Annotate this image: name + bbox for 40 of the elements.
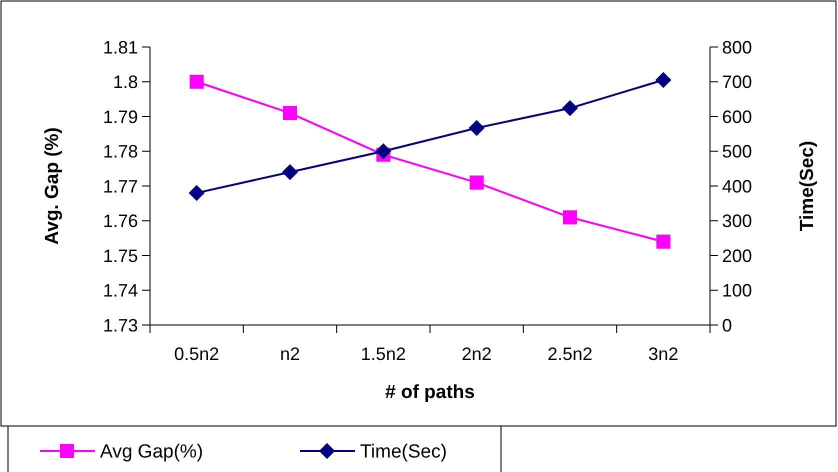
y2-tick-label: 400: [722, 176, 752, 196]
point: [282, 164, 298, 180]
y2-tick-label: 200: [722, 246, 752, 266]
y2-tick-label: 800: [722, 37, 752, 58]
y2-tick-label: 0: [722, 315, 732, 336]
x-tick-label: n2: [280, 344, 300, 364]
x-tick-label: 2n2: [462, 344, 492, 364]
x-tick-label: 0.5n2: [174, 344, 220, 364]
x-tick-label: 1.5n2: [360, 344, 406, 364]
y2-tick-label: 600: [722, 106, 752, 127]
y-tick-label: 1.78: [102, 142, 138, 162]
x-tick-label: 2.5n2: [547, 344, 593, 364]
y2-tick-label: 100: [722, 280, 752, 301]
y2-tick-label: 500: [722, 142, 752, 162]
y2-axis-title: Time(Sec): [797, 140, 818, 232]
x-axis-title: # of paths: [385, 382, 475, 403]
x-tick-label: 3n2: [648, 344, 678, 364]
y-tick-label: 1.81: [102, 37, 138, 58]
point: [468, 120, 485, 136]
y-tick-label: 1.75: [102, 246, 138, 266]
y-tick-label: 1.77: [102, 176, 138, 196]
point: [563, 210, 577, 224]
y-axis-title: Avg. Gap (%): [42, 127, 63, 245]
point: [188, 184, 205, 201]
point: [656, 234, 670, 249]
y2-tick-label: 700: [722, 72, 752, 92]
point: [470, 176, 484, 190]
y-tick-label: 1.74: [102, 280, 138, 301]
point: [283, 106, 297, 120]
point: [655, 72, 672, 88]
legend-label: Avg Gap(%): [100, 442, 204, 463]
y2-tick-label: 300: [722, 211, 752, 232]
legend-label: Time(Sec): [360, 442, 447, 463]
y-tick-label: 1.8: [112, 72, 138, 92]
point: [562, 100, 578, 116]
point: [375, 143, 392, 160]
y-tick-label: 1.76: [102, 211, 138, 232]
y-tick-label: 1.73: [102, 315, 138, 336]
point: [190, 74, 204, 89]
y-tick-label: 1.79: [102, 106, 138, 127]
